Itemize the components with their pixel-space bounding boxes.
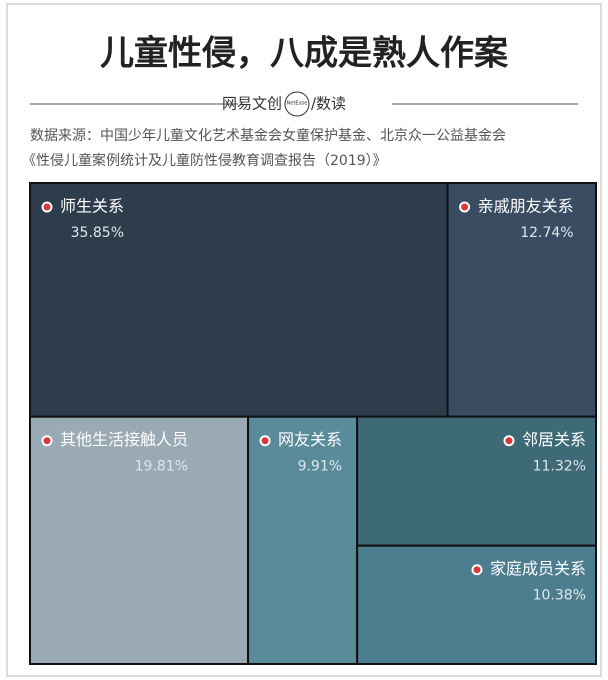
logo: NetEase	[287, 101, 308, 107]
treemap-cell	[446, 182, 597, 418]
cell-label: 网友关系	[278, 430, 342, 449]
cell-label: 其他生活接触人员	[60, 430, 188, 449]
cell-label: 邻居关系	[522, 430, 586, 449]
value-label: 9.91%	[298, 459, 342, 475]
frame	[6, 3, 602, 677]
label-dot	[41, 435, 53, 447]
logo-circle	[284, 91, 310, 117]
section: /数读	[311, 95, 346, 113]
value-label: 35.85%	[71, 225, 124, 241]
value-label: 19.81%	[135, 459, 188, 475]
cell-label: 家庭成员关系	[490, 559, 586, 578]
cell-label: 师生关系	[60, 197, 124, 216]
treemap-cell	[29, 182, 449, 418]
label-dot	[259, 435, 271, 447]
value-label: 10.38%	[533, 588, 586, 604]
value-label: 12.74%	[520, 225, 573, 241]
treemap-cell	[247, 415, 359, 665]
label-dot	[471, 564, 483, 576]
label-dot	[503, 435, 515, 447]
label-dot	[459, 201, 471, 213]
label-dot	[41, 201, 53, 213]
source: 《性侵儿童案例统计及儿童防性侵教育调查报告（2019）》	[22, 152, 387, 169]
source: 数据来源：中国少年儿童文化艺术基金会女童保护基金、北京众一公益基金会	[30, 127, 506, 144]
cell-label: 亲戚朋友关系	[478, 197, 574, 216]
value-label: 11.32%	[533, 459, 586, 475]
treemap-cell	[29, 415, 250, 665]
chart-title: 儿童性侵，八成是熟人作案	[100, 34, 509, 74]
brand: 网易文创	[222, 95, 282, 113]
treemap-cell	[356, 415, 598, 547]
